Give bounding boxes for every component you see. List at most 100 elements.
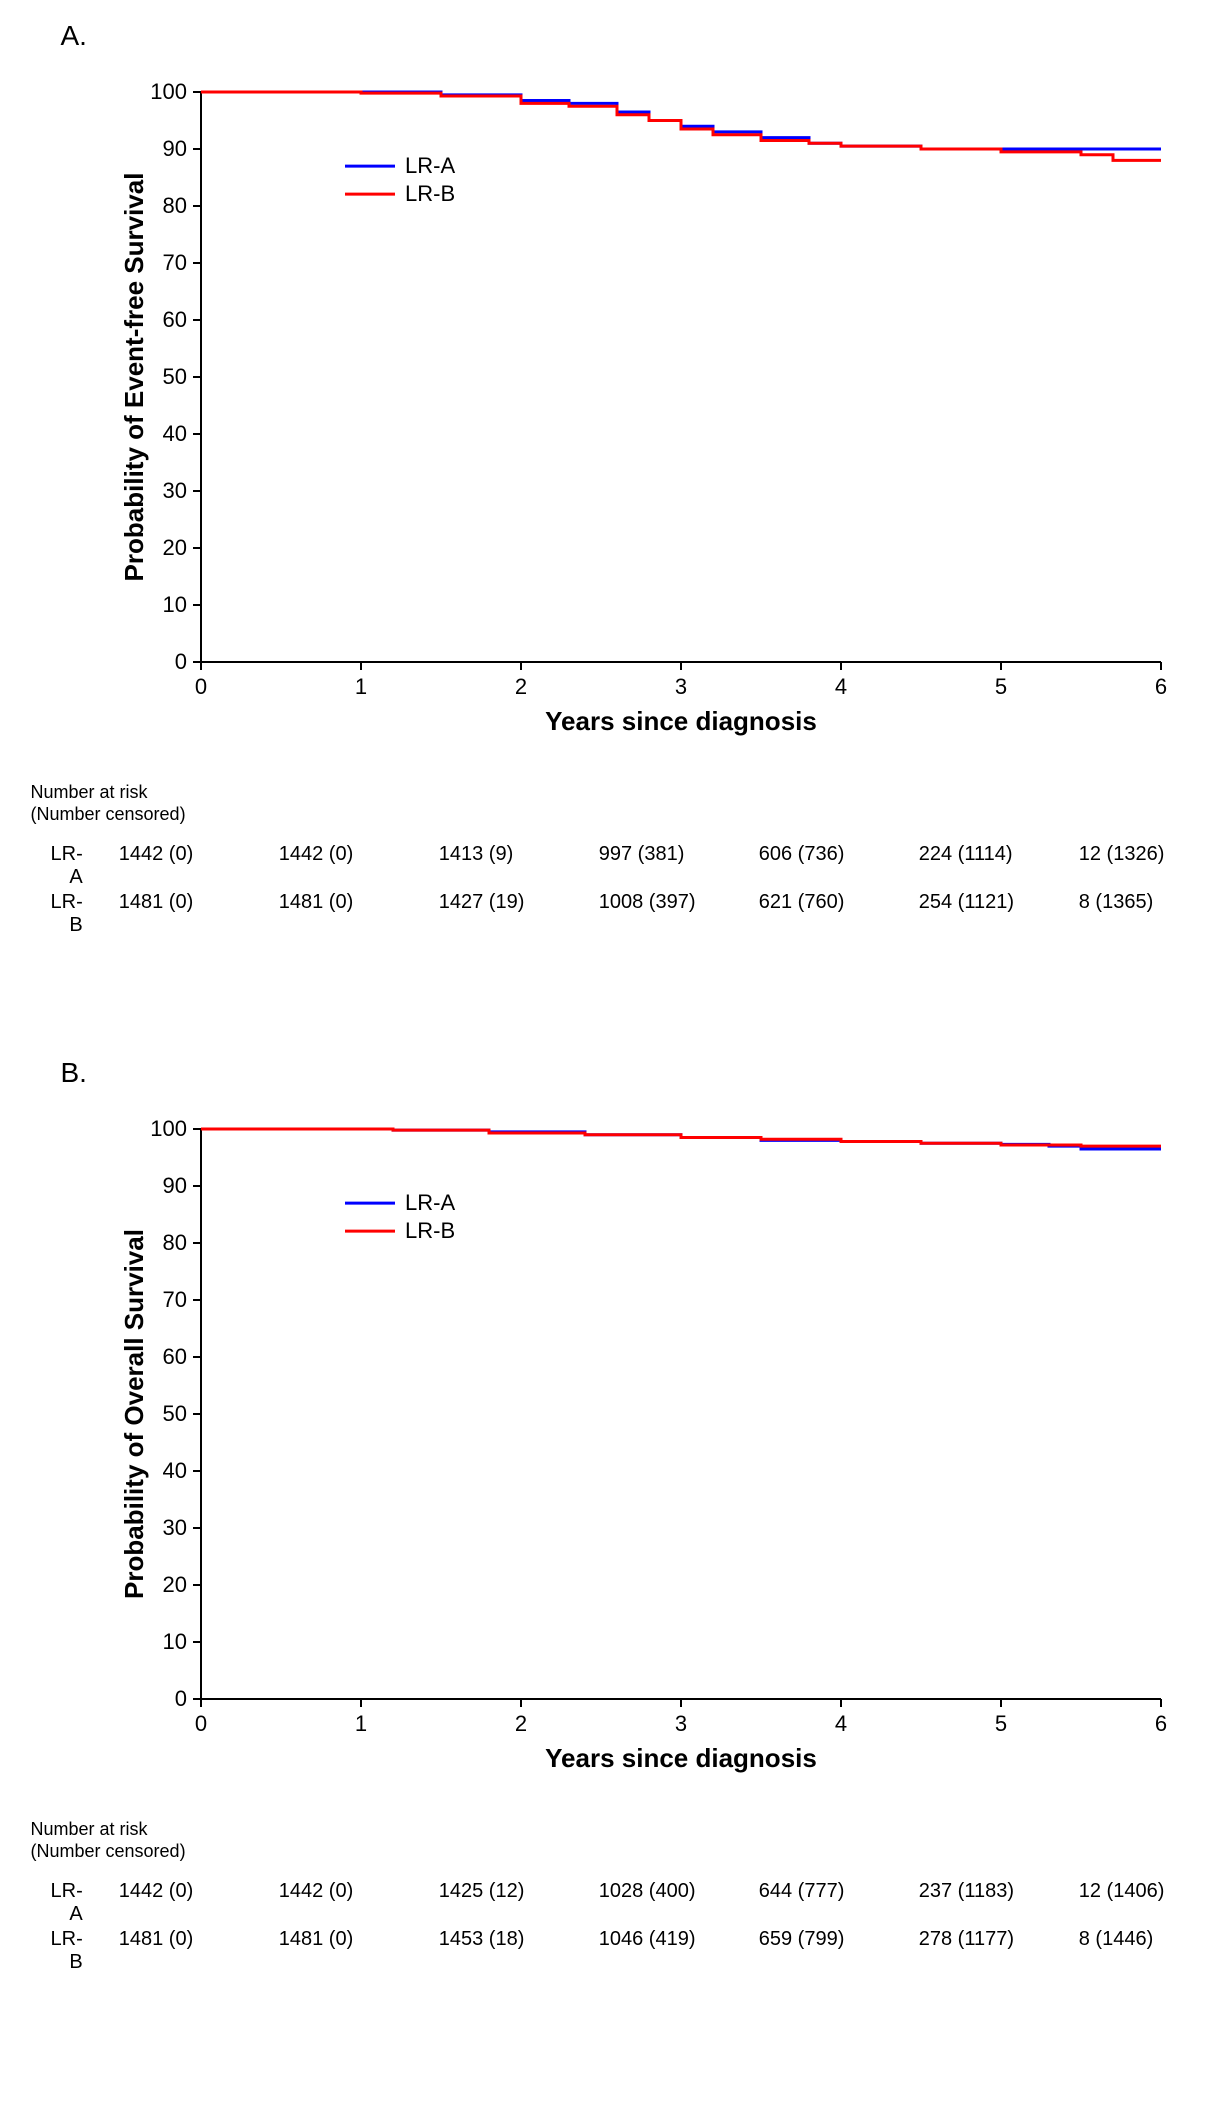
panel-a-label: A. (61, 20, 1211, 52)
risk-header-b: Number at risk (Number censored) (31, 1819, 1211, 1862)
risk-cell: 1481 (0) (119, 1928, 279, 1951)
risk-cells: 1481 (0)1481 (0)1427 (19)1008 (397)621 (… (119, 891, 1231, 914)
svg-text:3: 3 (674, 674, 686, 699)
svg-text:100: 100 (150, 1116, 187, 1141)
svg-text:5: 5 (994, 674, 1006, 699)
svg-text:10: 10 (162, 1629, 186, 1654)
svg-text:3: 3 (674, 1711, 686, 1736)
risk-row-label: LR-B (51, 891, 91, 937)
svg-text:50: 50 (162, 1401, 186, 1426)
risk-rows-b: LR-A1442 (0)1442 (0)1425 (12)1028 (400)6… (21, 1880, 1211, 1974)
risk-header-line1: Number at risk (31, 1819, 1211, 1841)
risk-cells: 1442 (0)1442 (0)1413 (9)997 (381)606 (73… (119, 843, 1231, 866)
risk-header-line2: (Number censored) (31, 1841, 1211, 1863)
panel-a-risk-table: Number at risk (Number censored) LR-A 144… (21, 782, 1211, 937)
risk-row-label: LR-A (51, 843, 91, 889)
risk-cells: 1442 (0)1442 (0)1425 (12)1028 (400)644 (… (119, 1880, 1231, 1903)
svg-text:LR-A: LR-A (405, 153, 455, 178)
svg-text:80: 80 (162, 1230, 186, 1255)
svg-text:LR-A: LR-A (405, 1190, 455, 1215)
svg-text:Probability of Overall Surviva: Probability of Overall Survival (121, 1229, 149, 1599)
risk-cell: 237 (1183) (919, 1880, 1079, 1903)
risk-rows-a: LR-A1442 (0)1442 (0)1413 (9)997 (381)606… (21, 843, 1211, 937)
svg-text:LR-B: LR-B (405, 181, 455, 206)
svg-text:0: 0 (174, 649, 186, 674)
panel-a: A. 0 10 20 30 40 50 60 70 80 90 100 0 1 2 3 4 5 6 Years si… (21, 20, 1211, 937)
risk-cell: 8 (1365) (1079, 891, 1231, 914)
panel-b-label: B. (61, 1057, 1211, 1089)
svg-text:20: 20 (162, 1572, 186, 1597)
svg-text:60: 60 (162, 1344, 186, 1369)
risk-header-a: Number at risk (Number censored) (31, 782, 1211, 825)
svg-text:60: 60 (162, 307, 186, 332)
risk-cell: 254 (1121) (919, 891, 1079, 914)
svg-text:4: 4 (834, 674, 846, 699)
svg-text:Probability of Event-free Surv: Probability of Event-free Survival (121, 173, 149, 582)
risk-cell: 1028 (400) (599, 1880, 759, 1903)
svg-text:40: 40 (162, 421, 186, 446)
svg-text:0: 0 (194, 674, 206, 699)
svg-text:2: 2 (514, 1711, 526, 1736)
risk-cell: 12 (1406) (1079, 1880, 1231, 1903)
risk-cell: 1442 (0) (279, 1880, 439, 1903)
svg-text:70: 70 (162, 250, 186, 275)
svg-text:10: 10 (162, 592, 186, 617)
panel-b-chart: 0 10 20 30 40 50 60 70 80 90 100 0 1 2 3 4 5 6 Years since… (121, 1109, 1211, 1779)
svg-text:40: 40 (162, 1458, 186, 1483)
risk-row: LR-B1481 (0)1481 (0)1453 (18)1046 (419)6… (21, 1928, 1211, 1974)
risk-cell: 12 (1326) (1079, 843, 1231, 866)
risk-cell: 1425 (12) (439, 1880, 599, 1903)
svg-text:90: 90 (162, 1173, 186, 1198)
svg-text:50: 50 (162, 364, 186, 389)
risk-header-line1: Number at risk (31, 782, 1211, 804)
svg-text:LR-B: LR-B (405, 1218, 455, 1243)
svg-text:20: 20 (162, 535, 186, 560)
svg-text:1: 1 (354, 674, 366, 699)
risk-cell: 8 (1446) (1079, 1928, 1231, 1951)
risk-cell: 997 (381) (599, 843, 759, 866)
risk-row: LR-A1442 (0)1442 (0)1425 (12)1028 (400)6… (21, 1880, 1211, 1926)
risk-cells: 1481 (0)1481 (0)1453 (18)1046 (419)659 (… (119, 1928, 1231, 1951)
risk-cell: 621 (760) (759, 891, 919, 914)
svg-text:6: 6 (1154, 1711, 1166, 1736)
svg-text:0: 0 (194, 1711, 206, 1736)
svg-text:0: 0 (174, 1686, 186, 1711)
risk-cell: 1427 (19) (439, 891, 599, 914)
risk-cell: 1442 (0) (119, 843, 279, 866)
risk-cell: 278 (1177) (919, 1928, 1079, 1951)
risk-cell: 1046 (419) (599, 1928, 759, 1951)
risk-cell: 1413 (9) (439, 843, 599, 866)
svg-text:5: 5 (994, 1711, 1006, 1736)
risk-row: LR-B1481 (0)1481 (0)1427 (19)1008 (397)6… (21, 891, 1211, 937)
svg-text:4: 4 (834, 1711, 846, 1736)
svg-text:6: 6 (1154, 674, 1166, 699)
svg-text:Years since diagnosis: Years since diagnosis (545, 706, 817, 736)
risk-row: LR-A1442 (0)1442 (0)1413 (9)997 (381)606… (21, 843, 1211, 889)
risk-cell: 1453 (18) (439, 1928, 599, 1951)
svg-text:30: 30 (162, 1515, 186, 1540)
panel-a-svg: 0 10 20 30 40 50 60 70 80 90 100 0 1 2 3 4 5 6 Years since… (121, 72, 1181, 742)
risk-cell: 1481 (0) (279, 1928, 439, 1951)
svg-text:2: 2 (514, 674, 526, 699)
risk-cell: 644 (777) (759, 1880, 919, 1903)
risk-row-label: LR-A (51, 1880, 91, 1926)
risk-cell: 1442 (0) (119, 1880, 279, 1903)
risk-cell: 659 (799) (759, 1928, 919, 1951)
risk-cell: 1481 (0) (119, 891, 279, 914)
risk-cell: 606 (736) (759, 843, 919, 866)
risk-cell: 1442 (0) (279, 843, 439, 866)
panel-b-svg: 0 10 20 30 40 50 60 70 80 90 100 0 1 2 3 4 5 6 Years since… (121, 1109, 1181, 1779)
svg-text:80: 80 (162, 193, 186, 218)
panel-b-risk-table: Number at risk (Number censored) LR-A 144… (21, 1819, 1211, 1974)
svg-text:1: 1 (354, 1711, 366, 1736)
risk-cell: 1481 (0) (279, 891, 439, 914)
risk-cell: 1008 (397) (599, 891, 759, 914)
svg-text:90: 90 (162, 136, 186, 161)
figure-container: A. 01020304050607080901000123456Years si… (21, 20, 1211, 1974)
svg-text:70: 70 (162, 1287, 186, 1312)
svg-text:30: 30 (162, 478, 186, 503)
risk-row-label: LR-B (51, 1928, 91, 1974)
svg-text:100: 100 (150, 79, 187, 104)
risk-header-line2: (Number censored) (31, 804, 1211, 826)
svg-text:Years since diagnosis: Years since diagnosis (545, 1743, 817, 1773)
